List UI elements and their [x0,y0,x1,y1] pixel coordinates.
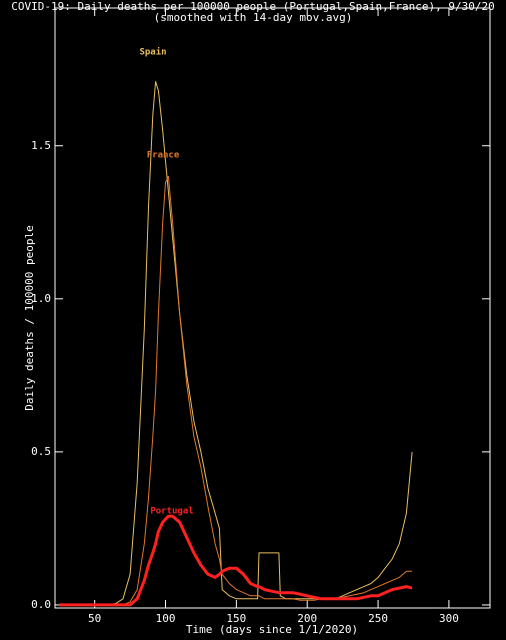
series-label: France [147,151,180,161]
plot-frame [54,7,491,609]
series-line [59,175,413,606]
y-tick-label: 1.5 [31,139,51,152]
chart-subtitle: (smoothed with 14-day mov.avg) [154,11,353,24]
x-tick-label: 250 [368,612,388,625]
x-tick-label: 150 [226,612,246,625]
series-label: Spain [139,47,166,58]
series-line [59,81,413,606]
y-tick-label: 0.0 [31,598,51,611]
y-tick-label: 1.0 [31,292,51,305]
series-line [59,514,413,607]
y-axis-label: Daily deaths / 100000 people [23,225,36,410]
x-tick-label: 300 [439,612,459,625]
series-label: Portugal [150,507,193,517]
chart-title: COVID-19: Daily deaths per 100000 people… [11,0,494,13]
x-tick-label: 200 [297,612,317,625]
x-axis-label: Time (days since 1/1/2020) [186,623,358,636]
x-tick-label: 100 [156,612,176,625]
y-tick-label: 0.5 [31,445,51,458]
x-tick-label: 50 [88,612,101,625]
